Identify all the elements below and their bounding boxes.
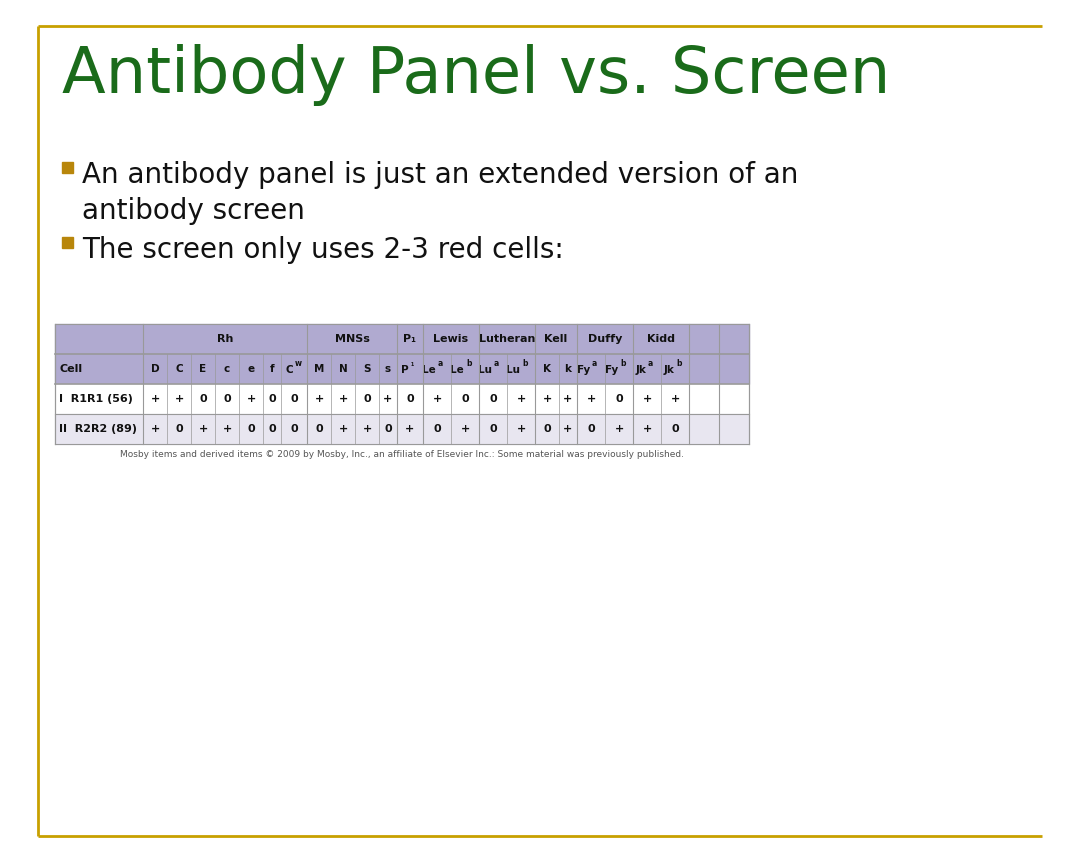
Text: +: + bbox=[516, 394, 526, 404]
Text: 0: 0 bbox=[461, 394, 469, 404]
Text: +: + bbox=[338, 424, 348, 434]
Text: MNSs: MNSs bbox=[335, 334, 369, 344]
Text: +: + bbox=[542, 394, 552, 404]
Text: E: E bbox=[200, 364, 206, 374]
Text: +: + bbox=[615, 424, 623, 434]
Text: I  R1R1 (56): I R1R1 (56) bbox=[59, 394, 133, 404]
Text: b: b bbox=[465, 359, 472, 369]
Text: Cell: Cell bbox=[59, 364, 82, 374]
Text: Antibody Panel vs. Screen: Antibody Panel vs. Screen bbox=[62, 44, 890, 106]
Text: +: + bbox=[246, 394, 256, 404]
Text: +: + bbox=[586, 394, 596, 404]
Text: 0: 0 bbox=[433, 424, 441, 434]
Text: 0: 0 bbox=[291, 424, 298, 434]
Bar bbox=[55, 354, 750, 384]
Text: 0: 0 bbox=[543, 424, 551, 434]
Text: +: + bbox=[150, 424, 160, 434]
Text: +: + bbox=[405, 424, 415, 434]
Text: II  R2R2 (89): II R2R2 (89) bbox=[59, 424, 137, 434]
Text: P₁: P₁ bbox=[404, 334, 417, 344]
Text: +: + bbox=[383, 394, 393, 404]
Text: C: C bbox=[175, 364, 183, 374]
Text: 0: 0 bbox=[384, 424, 392, 434]
Text: +: + bbox=[432, 394, 442, 404]
Text: Jk: Jk bbox=[663, 365, 674, 375]
Bar bbox=[62, 237, 73, 248]
Text: 0: 0 bbox=[489, 424, 497, 434]
Text: +: + bbox=[150, 394, 160, 404]
Text: 0: 0 bbox=[315, 424, 323, 434]
Text: Kidd: Kidd bbox=[647, 334, 675, 344]
Text: D: D bbox=[151, 364, 160, 374]
Text: 0: 0 bbox=[363, 394, 370, 404]
Text: +: + bbox=[338, 394, 348, 404]
Text: ₁: ₁ bbox=[411, 359, 415, 369]
Text: a: a bbox=[494, 359, 499, 369]
Text: k: k bbox=[565, 364, 571, 374]
Text: Kell: Kell bbox=[544, 334, 568, 344]
Text: P: P bbox=[402, 365, 409, 375]
Text: Le: Le bbox=[450, 365, 464, 375]
Text: +: + bbox=[222, 424, 231, 434]
Text: a: a bbox=[648, 359, 653, 369]
Text: N: N bbox=[339, 364, 348, 374]
Text: 0: 0 bbox=[175, 424, 183, 434]
Text: Lewis: Lewis bbox=[433, 334, 469, 344]
Text: 0: 0 bbox=[406, 394, 414, 404]
Text: +: + bbox=[643, 394, 651, 404]
Bar bbox=[55, 384, 750, 414]
Text: a: a bbox=[438, 359, 443, 369]
Text: The screen only uses 2-3 red cells:: The screen only uses 2-3 red cells: bbox=[82, 236, 564, 264]
Text: Fy: Fy bbox=[577, 365, 590, 375]
Bar bbox=[55, 324, 750, 354]
Text: 0: 0 bbox=[616, 394, 623, 404]
Text: f: f bbox=[270, 364, 274, 374]
Text: M: M bbox=[314, 364, 324, 374]
Text: Jk: Jk bbox=[635, 365, 646, 375]
Text: 0: 0 bbox=[268, 424, 275, 434]
Text: 0: 0 bbox=[671, 424, 679, 434]
Text: 0: 0 bbox=[247, 424, 255, 434]
Text: w: w bbox=[295, 359, 302, 369]
Text: +: + bbox=[199, 424, 207, 434]
Text: Rh: Rh bbox=[217, 334, 233, 344]
Bar bbox=[55, 414, 750, 444]
Text: s: s bbox=[384, 364, 391, 374]
Text: a: a bbox=[592, 359, 597, 369]
Text: 0: 0 bbox=[291, 394, 298, 404]
Text: +: + bbox=[564, 424, 572, 434]
Text: Lutheran: Lutheran bbox=[478, 334, 536, 344]
Text: 0: 0 bbox=[224, 394, 231, 404]
Text: Le: Le bbox=[422, 365, 436, 375]
Text: b: b bbox=[620, 359, 625, 369]
Bar bbox=[62, 162, 73, 173]
Text: +: + bbox=[363, 424, 372, 434]
Text: e: e bbox=[247, 364, 255, 374]
Text: C: C bbox=[285, 365, 293, 375]
Text: Mosby items and derived items © 2009 by Mosby, Inc., an affiliate of Elsevier In: Mosby items and derived items © 2009 by … bbox=[120, 450, 684, 459]
Text: +: + bbox=[314, 394, 324, 404]
Text: K: K bbox=[543, 364, 551, 374]
Text: +: + bbox=[671, 394, 679, 404]
Text: Lu: Lu bbox=[507, 365, 519, 375]
Text: Lu: Lu bbox=[478, 365, 492, 375]
Text: 0: 0 bbox=[489, 394, 497, 404]
Text: 0: 0 bbox=[199, 394, 206, 404]
Text: +: + bbox=[460, 424, 470, 434]
Text: +: + bbox=[564, 394, 572, 404]
Text: Duffy: Duffy bbox=[588, 334, 622, 344]
Text: +: + bbox=[643, 424, 651, 434]
Text: 0: 0 bbox=[588, 424, 595, 434]
Text: +: + bbox=[174, 394, 184, 404]
Text: c: c bbox=[224, 364, 230, 374]
Text: An antibody panel is just an extended version of an
antibody screen: An antibody panel is just an extended ve… bbox=[82, 161, 798, 225]
Text: +: + bbox=[516, 424, 526, 434]
Text: b: b bbox=[522, 359, 527, 369]
Text: S: S bbox=[363, 364, 370, 374]
Text: Fy: Fy bbox=[605, 365, 618, 375]
Text: 0: 0 bbox=[268, 394, 275, 404]
Text: b: b bbox=[676, 359, 681, 369]
